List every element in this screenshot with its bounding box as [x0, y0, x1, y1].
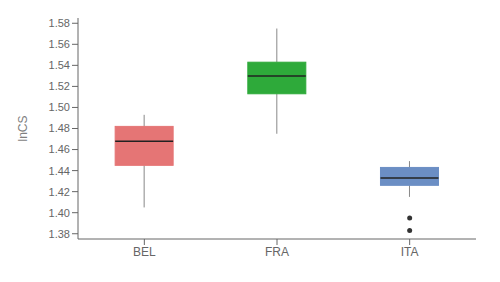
svg-text:1.54: 1.54 — [49, 59, 70, 71]
svg-text:FRA: FRA — [265, 245, 289, 259]
svg-text:1.58: 1.58 — [49, 17, 70, 29]
svg-text:ITA: ITA — [401, 245, 419, 259]
svg-text:1.46: 1.46 — [49, 143, 70, 155]
svg-text:1.50: 1.50 — [49, 101, 70, 113]
svg-text:1.56: 1.56 — [49, 38, 70, 50]
svg-text:1.40: 1.40 — [49, 207, 70, 219]
svg-text:lnCS: lnCS — [16, 115, 30, 141]
svg-text:BEL: BEL — [133, 245, 156, 259]
svg-text:1.52: 1.52 — [49, 80, 70, 92]
svg-text:1.42: 1.42 — [49, 186, 70, 198]
svg-text:1.48: 1.48 — [49, 122, 70, 134]
svg-text:1.38: 1.38 — [49, 228, 70, 240]
svg-text:1.44: 1.44 — [49, 165, 70, 177]
